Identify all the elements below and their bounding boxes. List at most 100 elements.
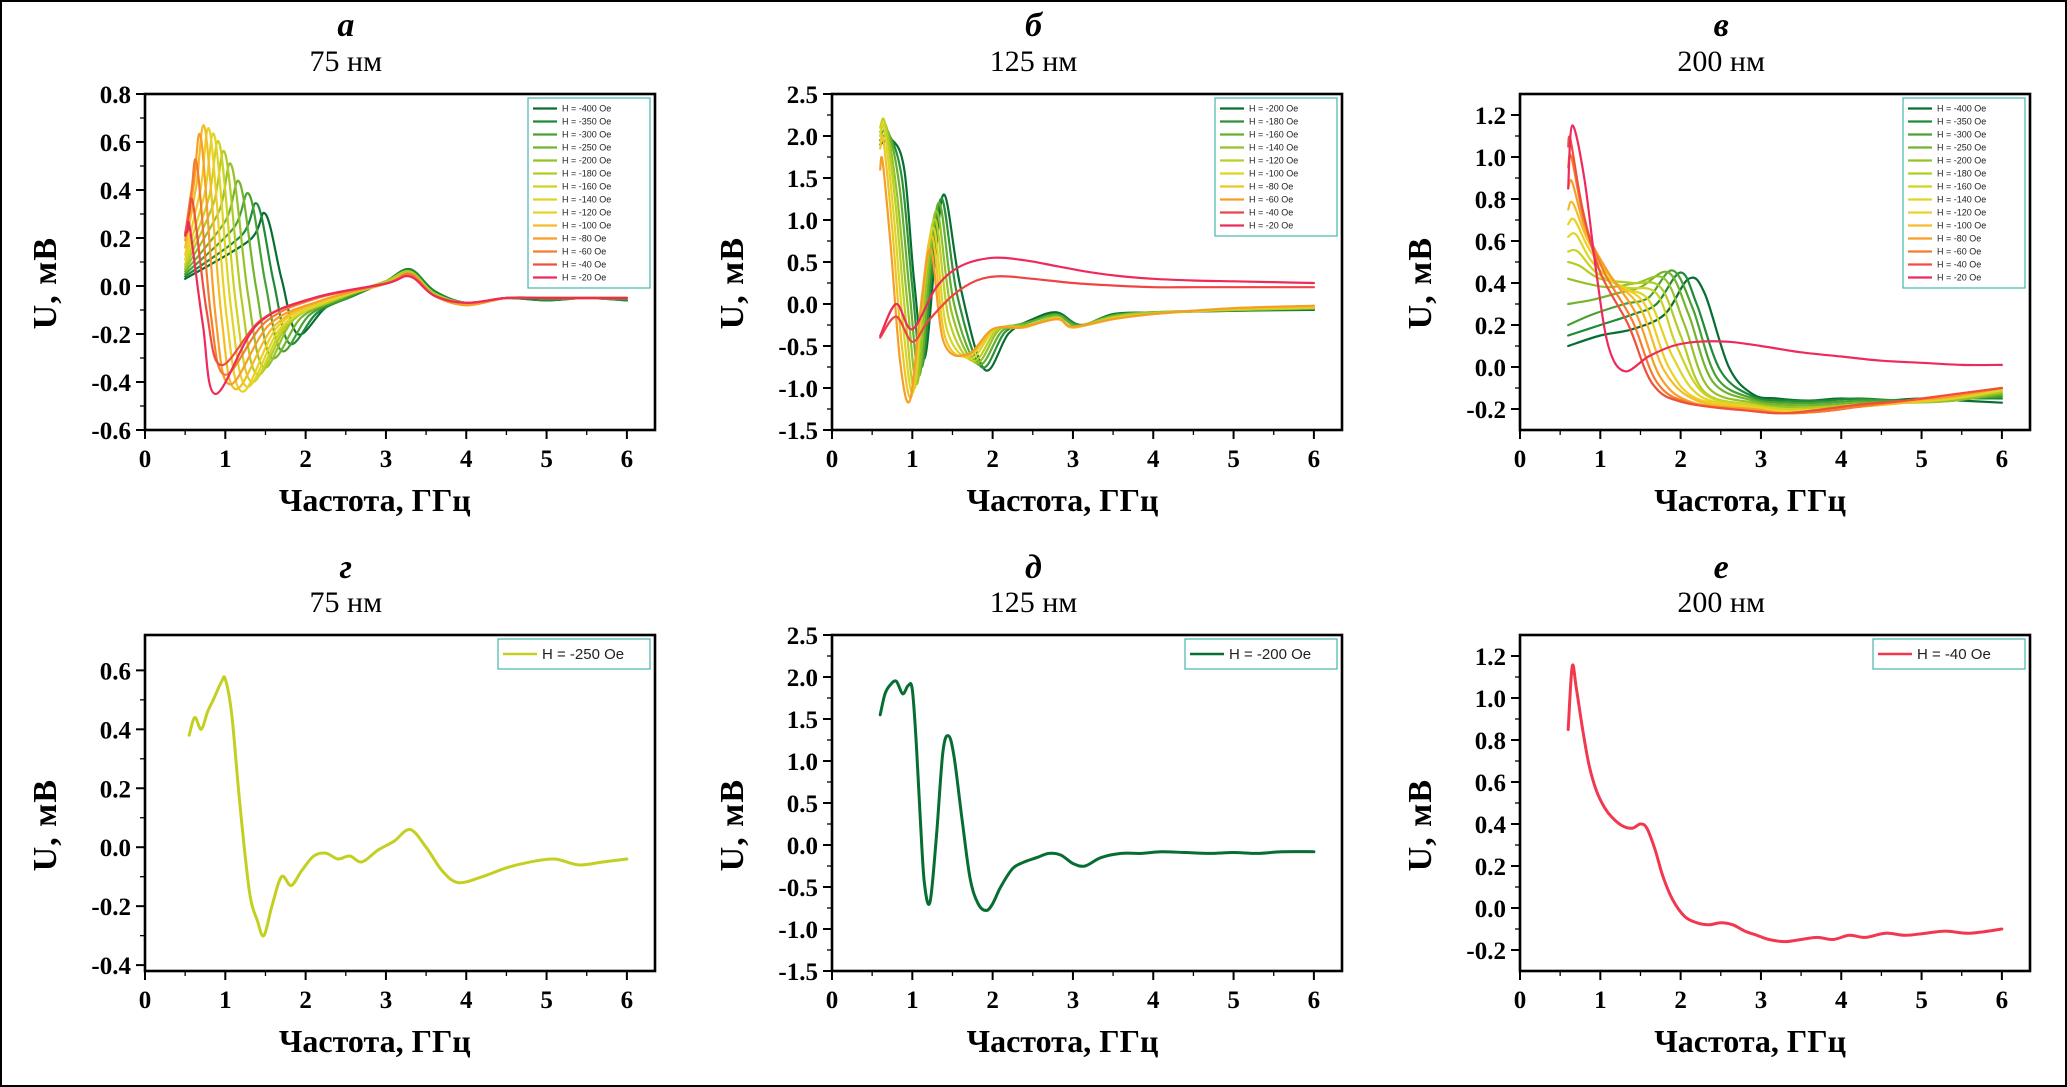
svg-text:2: 2 <box>299 446 312 473</box>
series-line <box>1567 135 2004 415</box>
series-line <box>1567 276 2004 404</box>
legend-label: H = -250 Oe <box>542 646 624 663</box>
legend-label: H = -400 Oe <box>1937 103 1986 113</box>
svg-text:-0.2: -0.2 <box>91 322 131 349</box>
plot-frame <box>143 633 657 973</box>
plot-frame <box>143 92 657 431</box>
legend: H = -200 Oe H = -180 Oe H = -160 Oe H = -14… <box>1214 97 1339 237</box>
svg-text:6: 6 <box>1996 446 2009 473</box>
legend-label: H = -60 Oe <box>562 246 606 256</box>
tick-labels: 0 1 2 3 4 5 6 1.2 1.0 0.8 0.6 0.4 0.2 0.0 -0.2 <box>1467 103 2009 473</box>
svg-text:1: 1 <box>219 987 232 1014</box>
axis-ticks <box>1511 655 2004 981</box>
svg-text:1.0: 1.0 <box>787 208 818 235</box>
series-line <box>879 155 1316 404</box>
svg-text:4: 4 <box>1835 987 1848 1014</box>
svg-text:4: 4 <box>460 446 473 473</box>
svg-text:5: 5 <box>1915 987 1928 1014</box>
plot-frame <box>1518 633 2032 973</box>
plot-frame <box>1518 92 2032 431</box>
svg-text:4: 4 <box>1835 446 1848 473</box>
panel-letter: е <box>1713 548 1729 586</box>
svg-text:0.4: 0.4 <box>100 178 132 205</box>
svg-text:0: 0 <box>139 987 152 1014</box>
series-group <box>879 117 1316 404</box>
legend-label: H = -180 Oe <box>1249 116 1298 126</box>
tick-labels: 0 1 2 3 4 5 6 2.5 2.0 1.5 1.0 0.5 0.0 -0.5 -1.0 -1.5 <box>779 623 1321 1014</box>
series-line <box>879 679 1316 913</box>
svg-text:1: 1 <box>219 446 232 473</box>
chart-e: 0 1 2 3 4 5 6 1.2 1.0 0.8 0.6 0.4 0.2 0.0 -0.2 H = -40 … <box>1467 633 2032 1014</box>
legend-label: H = -200 Oe <box>1229 646 1311 663</box>
svg-text:0.8: 0.8 <box>1475 187 1506 214</box>
svg-text:3: 3 <box>1067 446 1080 473</box>
svg-text:5: 5 <box>1228 446 1241 473</box>
axis-minor-ticks <box>827 655 1275 977</box>
legend-label: H = -120 Oe <box>1249 155 1298 165</box>
svg-text:3: 3 <box>380 987 393 1014</box>
plot-area: 0 1 2 3 4 5 6 2.5 2.0 1.5 1.0 0.5 0.0 -0.5 -1.0 -1.5 H =… <box>752 82 1352 486</box>
svg-text:-0.6: -0.6 <box>91 418 131 445</box>
svg-text:0.5: 0.5 <box>787 250 818 277</box>
svg-text:-0.2: -0.2 <box>1467 397 1507 424</box>
plot-area: 0 1 2 3 4 5 6 1.2 1.0 0.8 0.6 0.4 0.2 0.0 -0.2 H = -40 … <box>1440 623 2040 1027</box>
svg-text:4: 4 <box>1147 446 1160 473</box>
panel-letter: в <box>1713 7 1729 44</box>
series-line <box>1567 124 2004 373</box>
svg-text:0.2: 0.2 <box>1475 313 1506 340</box>
legend: H = -200 Oe <box>1184 638 1339 670</box>
legend-label: H = -40 Oe <box>1249 207 1293 217</box>
plot-frame <box>831 92 1344 431</box>
legend-label: H = -350 Oe <box>562 116 611 126</box>
svg-text:0.4: 0.4 <box>100 718 132 745</box>
svg-text:0.2: 0.2 <box>1475 854 1506 881</box>
series-line <box>1566 663 2004 944</box>
plot-area: 0 1 2 3 4 5 6 0.6 0.4 0.2 0.0 -0.2 -0.4 H = -250 Oe <box>65 623 665 1027</box>
panel-letter: а <box>337 7 355 44</box>
legend-label: H = -80 Oe <box>1249 181 1293 191</box>
svg-text:-1.5: -1.5 <box>779 959 819 986</box>
series-group <box>1566 663 2004 944</box>
plot-area: 0 1 2 3 4 5 6 1.2 1.0 0.8 0.6 0.4 0.2 0.0 -0.2 H = -400… <box>1440 82 2040 486</box>
series-group <box>187 675 629 938</box>
panel-v: в 200 нм U, мВ 0 1 2 3 4 5 6 1.2 1.0 0.8 0.6 0.4 0.2… <box>1377 2 2065 544</box>
svg-text:0.0: 0.0 <box>100 835 131 862</box>
svg-text:2: 2 <box>987 446 1000 473</box>
series-group <box>183 124 628 395</box>
svg-text:1.2: 1.2 <box>1475 103 1506 130</box>
legend-label: H = -160 Oe <box>562 181 611 191</box>
panel-title: 125 нм <box>989 586 1078 620</box>
svg-text:6: 6 <box>1308 987 1321 1014</box>
svg-text:0.0: 0.0 <box>1475 896 1506 923</box>
svg-text:0: 0 <box>826 987 839 1014</box>
x-axis-label: Частота, ГГц <box>278 481 471 518</box>
legend-label: H = -40 Oe <box>1937 259 1981 269</box>
legend-label: H = -200 Oe <box>1249 103 1298 113</box>
legend-label: H = -60 Oe <box>1937 246 1981 256</box>
legend-label: H = -40 Oe <box>1917 646 1991 663</box>
svg-text:0.2: 0.2 <box>100 226 131 253</box>
svg-text:-1.0: -1.0 <box>779 917 819 944</box>
legend-label: H = -300 Oe <box>1937 129 1986 139</box>
svg-text:5: 5 <box>540 446 553 473</box>
y-axis-label: U, мВ <box>26 237 64 330</box>
svg-text:-0.4: -0.4 <box>91 953 131 980</box>
panel-title: 75 нм <box>309 44 383 78</box>
legend-label: H = -250 Oe <box>1937 142 1986 152</box>
svg-text:-0.5: -0.5 <box>779 875 819 902</box>
svg-text:4: 4 <box>1147 987 1160 1014</box>
svg-text:0.0: 0.0 <box>787 292 818 319</box>
chart-b: 0 1 2 3 4 5 6 2.5 2.0 1.5 1.0 0.5 0.0 -0.5 -1.0 -1.5 H =… <box>779 82 1344 473</box>
panel-a: а 75 нм U, мВ 0 1 2 3 4 5 6 0.8 0.6 0.4 0.2 0.0 -0.2… <box>2 2 690 544</box>
legend-label: H = -40 Oe <box>562 259 606 269</box>
legend-label: H = -80 Oe <box>562 233 606 243</box>
x-axis-label: Частота, ГГц <box>966 1023 1159 1060</box>
svg-text:6: 6 <box>620 987 633 1014</box>
legend-label: H = -100 Oe <box>1937 220 1986 230</box>
svg-text:0.0: 0.0 <box>1475 355 1506 382</box>
panel-g: г 75 нм U, мВ 0 1 2 3 4 5 6 0.6 0.4 0.2 0.0 -0.2 -0.… <box>2 544 690 1086</box>
y-axis-label: U, мВ <box>714 237 752 330</box>
svg-text:6: 6 <box>1308 446 1321 473</box>
chart-a: 0 1 2 3 4 5 6 0.8 0.6 0.4 0.2 0.0 -0.2 -0.4 -0.6 H = -4… <box>91 82 657 473</box>
